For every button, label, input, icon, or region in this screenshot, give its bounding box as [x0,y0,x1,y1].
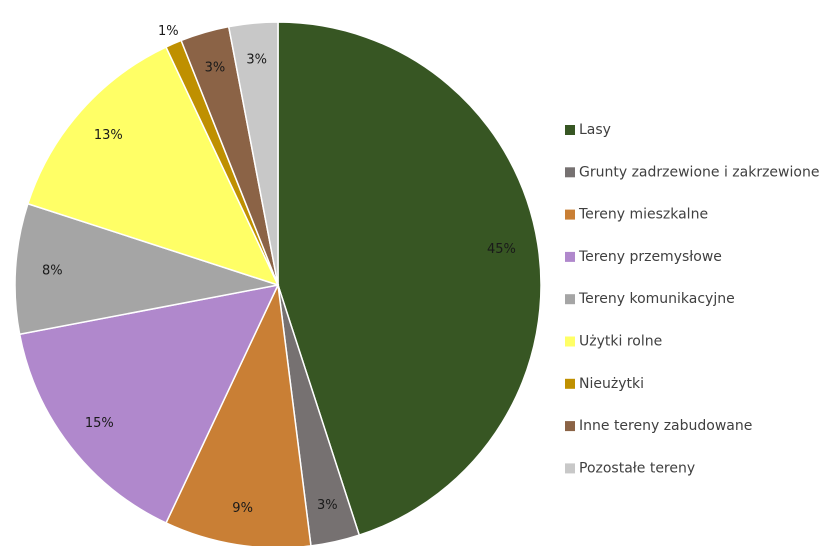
legend-swatch [565,125,575,135]
data-label: 8% [42,263,63,278]
data-label: 3% [317,498,338,513]
legend-label: Tereny przemysłowe [578,249,722,265]
data-label: 13% [94,128,123,143]
legend-label: Tereny mieszkalne [578,207,708,223]
pie-slice [165,282,312,546]
pie-slice [14,202,279,336]
legend-swatch [565,209,575,220]
legend-label: Tereny komunikacyjne [578,291,735,307]
data-label: 3% [246,52,267,67]
data-label: 9% [232,501,253,516]
pie-slice [277,21,542,537]
data-label: 3% [205,60,226,75]
legend-swatch [565,251,575,262]
legend-swatch [565,167,575,178]
pie-slice [18,283,280,524]
legend-label: Lasy [579,122,611,138]
legend-swatch [565,378,575,389]
legend-label: Inne tereny zabudowane [579,418,752,434]
data-label: 45% [487,242,516,257]
legend-swatch [565,294,575,305]
legend-label: Grunty zadrzewione i zakrzewione [579,164,819,180]
data-label: 1% [158,24,179,39]
legend-swatch [565,336,575,347]
data-label: 15% [85,416,114,431]
legend-label: Użytki rolne [579,334,662,350]
legend-swatch [565,421,575,432]
legend-label: Nieużytki [579,376,644,392]
pie-slice [227,21,279,286]
legend-label: Pozostałe tereny [579,460,695,476]
legend-swatch [565,463,575,474]
pie-slice [26,46,280,287]
